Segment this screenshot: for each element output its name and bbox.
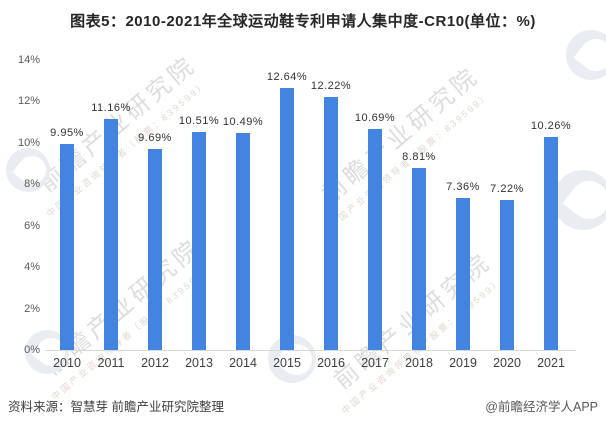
y-axis: 0% 2% 4% 6% 8% 10% 12% 14%: [8, 0, 40, 424]
bar-slot: 12.22%: [309, 60, 353, 350]
bar-slot: 7.22%: [485, 60, 529, 350]
y-axis-tick-label: 4%: [24, 261, 40, 274]
bar: [104, 118, 118, 350]
bar: [280, 88, 294, 350]
bar-value-label: 7.22%: [490, 183, 524, 196]
x-axis-tick-label: 2015: [273, 356, 301, 370]
bar: [60, 143, 74, 350]
bar-slot: 9.95%: [45, 60, 89, 350]
y-axis-tick-label: 0%: [24, 344, 40, 356]
x-axis-tick-label: 2010: [53, 356, 81, 370]
x-axis-tick-label: 2012: [141, 356, 169, 370]
x-axis-tick-label: 2021: [537, 356, 565, 370]
y-axis-tick-label: 2%: [24, 302, 40, 315]
bar-value-label: 9.69%: [138, 132, 172, 145]
app-credit: @前瞻经济学人APP: [485, 400, 598, 414]
bar-value-label: 10.49%: [222, 115, 264, 128]
x-axis-line: [45, 350, 576, 351]
bar: [544, 137, 558, 350]
bar-slot: 11.16%: [89, 60, 133, 350]
y-axis-tick-label: 14%: [17, 54, 40, 66]
bar-value-label: 11.16%: [91, 101, 131, 114]
x-axis-tick-label: 2019: [449, 356, 477, 370]
bird-swoosh-icon: [573, 32, 606, 78]
y-axis-tick-label: 8%: [24, 178, 40, 191]
bar-slot: 10.26%: [529, 60, 573, 350]
bar-slot: 10.69%: [353, 60, 397, 350]
source-note: 资料来源：智慧芽 前瞻产业研究院整理: [8, 400, 224, 414]
x-axis-tick-label: 2016: [317, 356, 345, 370]
x-axis-tick-label: 2017: [361, 356, 389, 370]
x-axis-tick-label: 2014: [229, 356, 257, 370]
bar-slot: 10.49%: [221, 60, 265, 350]
bar-value-label: 8.81%: [402, 150, 436, 163]
bar: [500, 200, 514, 350]
bar: [456, 197, 470, 350]
bar-value-label: 10.69%: [354, 111, 396, 124]
bar-value-label: 12.22%: [310, 79, 352, 92]
y-axis-tick-label: 12%: [17, 95, 40, 108]
bar-slot: 12.64%: [265, 60, 309, 350]
x-axis-tick-label: 2018: [405, 356, 433, 370]
bar: [192, 132, 206, 350]
bar: [324, 96, 338, 350]
bar: [236, 132, 250, 350]
bar: [368, 128, 382, 350]
x-axis-tick-label: 2011: [97, 356, 125, 370]
bar-slot: 9.69%: [133, 60, 177, 350]
bar-value-label: 10.51%: [178, 115, 220, 128]
chart-title: 图表5：2010-2021年全球运动鞋专利申请人集中度-CR10(单位：%): [70, 13, 536, 30]
bar-value-label: 9.95%: [50, 126, 84, 139]
bar: [412, 167, 426, 350]
bar-value-label: 10.26%: [530, 120, 572, 133]
bar-slot: 10.51%: [177, 60, 221, 350]
y-axis-tick-label: 6%: [24, 219, 40, 232]
plot-area: 9.95% 11.16% 9.69% 10.51% 10.49% 12.64% 12.22%…: [45, 60, 573, 350]
x-axis-tick-label: 2020: [493, 356, 521, 370]
x-axis: 2010 2011 2012 2013 2014 2015 2016 2017 2018 2019…: [45, 356, 573, 374]
bar-slot: 7.36%: [441, 60, 485, 350]
bar-slot: 8.81%: [397, 60, 441, 350]
bar-value-label: 7.36%: [446, 180, 480, 193]
bar: [148, 149, 162, 350]
x-axis-tick-label: 2013: [185, 356, 213, 370]
bar-value-label: 12.64%: [266, 71, 308, 84]
y-axis-tick-label: 10%: [17, 136, 40, 149]
